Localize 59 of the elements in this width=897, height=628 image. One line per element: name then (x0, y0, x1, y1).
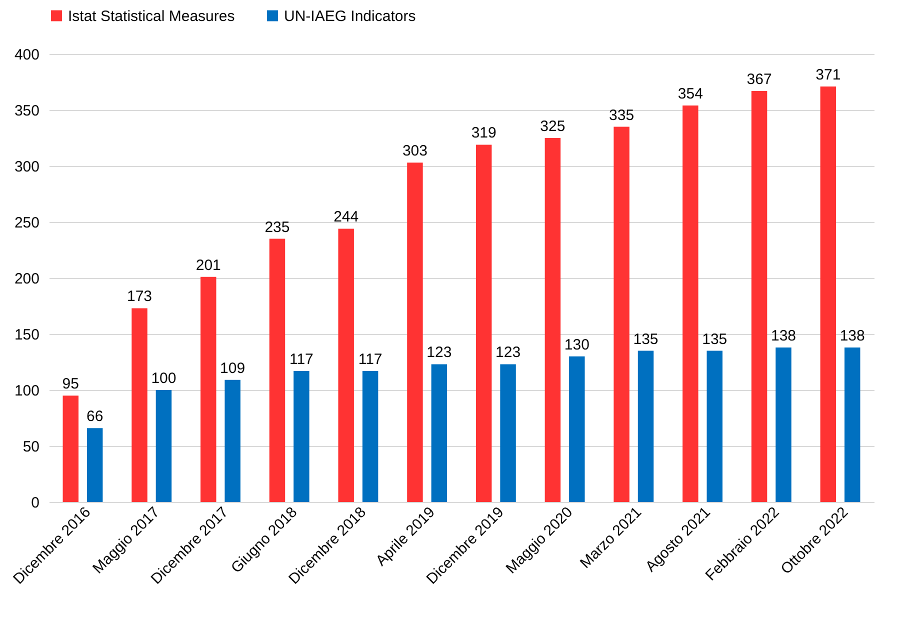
data-label: 135 (702, 330, 728, 348)
y-tick-label: 100 (14, 382, 40, 400)
data-label: 138 (840, 327, 865, 344)
data-label: 173 (126, 288, 152, 306)
bar (682, 106, 698, 502)
bar (62, 396, 79, 502)
bar (569, 356, 585, 502)
bar (294, 370, 310, 502)
bar (224, 380, 240, 502)
legend-label: UN-IAEG Indicators (284, 8, 416, 25)
data-label: 117 (358, 350, 382, 368)
bar (638, 350, 654, 502)
bar (132, 308, 148, 502)
data-label: 354 (678, 86, 703, 103)
data-label: 123 (426, 344, 452, 362)
bar (776, 347, 792, 502)
data-label: 244 (334, 208, 359, 226)
data-label: 371 (816, 66, 841, 84)
legend-label: Istat Statistical Measures (68, 8, 235, 25)
y-tick-label: 400 (14, 46, 40, 64)
data-label: 235 (264, 218, 290, 236)
bar (338, 228, 354, 502)
y-tick-label: 350 (14, 102, 40, 120)
bar (706, 350, 722, 502)
bar (431, 364, 448, 502)
y-tick-label: 300 (14, 158, 40, 176)
data-label: 135 (633, 330, 658, 348)
y-tick-label: 250 (14, 214, 40, 232)
bar (156, 390, 172, 502)
bar (751, 90, 768, 502)
data-label: 303 (402, 142, 428, 160)
y-tick-label: 200 (14, 270, 40, 288)
data-label: 367 (746, 70, 772, 88)
bar (269, 238, 286, 502)
data-label: 95 (62, 376, 79, 393)
data-label: 130 (564, 336, 590, 354)
bar (544, 138, 561, 502)
data-label: 123 (496, 344, 521, 362)
bar (500, 364, 516, 502)
data-label: 201 (196, 256, 221, 274)
data-label: 138 (770, 327, 796, 344)
data-label: 100 (151, 370, 176, 387)
data-label: 319 (471, 124, 496, 142)
bar (407, 162, 423, 502)
data-label: 117 (289, 350, 314, 368)
bar (820, 86, 836, 502)
data-label: 325 (540, 118, 566, 135)
data-label: 335 (609, 106, 634, 124)
bar (476, 144, 492, 502)
bar (844, 347, 860, 502)
bar (362, 370, 378, 502)
data-label: 66 (86, 408, 104, 426)
y-tick-label: 150 (14, 326, 40, 344)
bar (614, 126, 630, 502)
y-tick-label: 0 (31, 494, 40, 512)
data-label: 109 (220, 360, 246, 377)
bar (86, 428, 103, 502)
y-tick-label: 50 (22, 438, 40, 456)
bar (200, 276, 216, 502)
